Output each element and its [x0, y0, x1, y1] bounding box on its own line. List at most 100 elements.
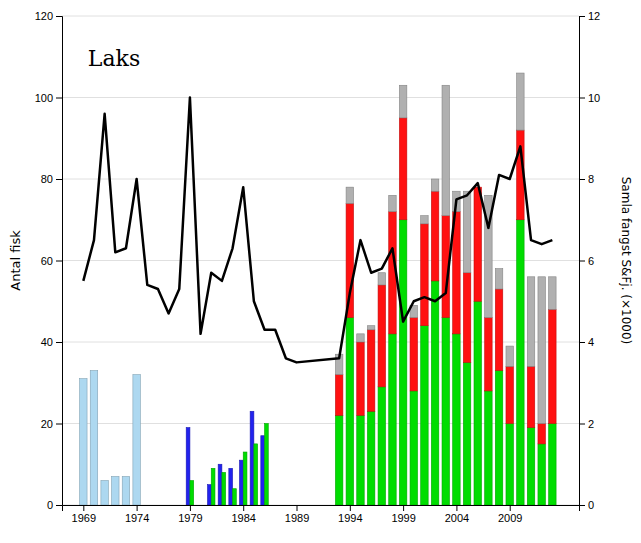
- bar: [421, 326, 428, 505]
- bar-series: [80, 371, 141, 505]
- bar: [421, 224, 428, 326]
- tick: 0: [47, 499, 62, 511]
- bar: [399, 220, 406, 505]
- bar: [208, 485, 212, 505]
- grid: [62, 16, 579, 505]
- bar: [549, 424, 556, 506]
- bar-series: [190, 424, 268, 506]
- bar: [389, 195, 396, 211]
- tick-label: 0: [47, 499, 53, 511]
- bar: [101, 481, 108, 505]
- tick-mark: [243, 505, 244, 511]
- tick-mark: [56, 98, 62, 99]
- bar: [211, 468, 215, 505]
- tick: 1979: [178, 505, 202, 524]
- bar: [335, 375, 342, 416]
- bar: [229, 468, 233, 505]
- tick-mark: [190, 505, 191, 511]
- tick-mark: [350, 505, 351, 511]
- bar: [254, 444, 258, 505]
- tick-mark: [56, 424, 62, 425]
- bar: [90, 371, 97, 505]
- grid-line: [62, 16, 579, 17]
- bar: [517, 220, 524, 505]
- tick-mark: [297, 505, 298, 511]
- tick-mark: [579, 179, 585, 180]
- tick: 1994: [338, 505, 362, 524]
- tick-mark: [579, 505, 585, 506]
- bar: [495, 269, 502, 289]
- bar: [243, 452, 247, 505]
- tick-mark: [579, 261, 585, 262]
- tick-mark: [56, 179, 62, 180]
- bar: [506, 346, 513, 366]
- bar-series: [186, 411, 264, 505]
- bar: [442, 85, 449, 215]
- bar: [527, 428, 534, 505]
- tick: 80: [41, 173, 62, 185]
- tick-mark: [56, 342, 62, 343]
- bar: [517, 73, 524, 130]
- tick: 12: [579, 10, 600, 22]
- tick: 2009: [498, 505, 522, 524]
- tick-mark: [403, 505, 404, 511]
- marks: [80, 73, 556, 505]
- tick-mark: [579, 424, 585, 425]
- tick-label: 80: [41, 173, 53, 185]
- bar: [538, 424, 545, 444]
- tick: 1989: [285, 505, 309, 524]
- bar: [346, 318, 353, 505]
- grid-line: [62, 97, 579, 98]
- bar: [378, 285, 385, 387]
- y-axis-title: Antal fisk: [8, 230, 23, 291]
- bar: [431, 281, 438, 505]
- tick: 2004: [445, 505, 469, 524]
- tick: 100: [35, 92, 62, 104]
- tick-label: 4: [588, 336, 594, 348]
- tick: 120: [35, 10, 62, 22]
- tick-label: 6: [588, 255, 594, 267]
- bar: [485, 391, 492, 505]
- bar: [399, 118, 406, 220]
- bar: [335, 415, 342, 505]
- tick: 40: [41, 336, 62, 348]
- bar: [453, 334, 460, 505]
- bar: [421, 216, 428, 224]
- bar: [549, 277, 556, 310]
- bar: [261, 436, 265, 505]
- bar: [239, 460, 243, 505]
- tick-label: 1984: [231, 512, 255, 524]
- tick-label: 2009: [498, 512, 522, 524]
- bar: [367, 330, 374, 412]
- tick-label: 12: [588, 10, 600, 22]
- bar-series: [335, 73, 556, 423]
- bar: [431, 191, 438, 281]
- bar: [367, 411, 374, 505]
- tick-label: 0: [588, 499, 594, 511]
- tick-mark: [456, 505, 457, 511]
- bar: [527, 277, 534, 367]
- tick-label: 120: [35, 10, 53, 22]
- tick: 1974: [125, 505, 149, 524]
- tick-mark: [510, 505, 511, 511]
- bar: [538, 444, 545, 505]
- bar: [495, 371, 502, 505]
- tick: 0: [579, 499, 594, 511]
- bar: [218, 464, 222, 505]
- bar: [122, 476, 129, 505]
- plot-area: 1969197419791984198919941999200420090204…: [35, 10, 601, 524]
- bar: [506, 366, 513, 423]
- y2-axis: 024681012: [579, 10, 600, 511]
- bar: [495, 289, 502, 371]
- tick-label: 1989: [285, 512, 309, 524]
- tick-mark: [56, 16, 62, 17]
- tick: 6: [579, 255, 594, 267]
- bar: [357, 342, 364, 415]
- tick-label: 100: [35, 92, 53, 104]
- tick: 4: [579, 336, 594, 348]
- bar: [112, 476, 119, 505]
- tick-label: 60: [41, 255, 53, 267]
- bar: [357, 415, 364, 505]
- bar: [463, 191, 470, 273]
- tick: 1999: [391, 505, 415, 524]
